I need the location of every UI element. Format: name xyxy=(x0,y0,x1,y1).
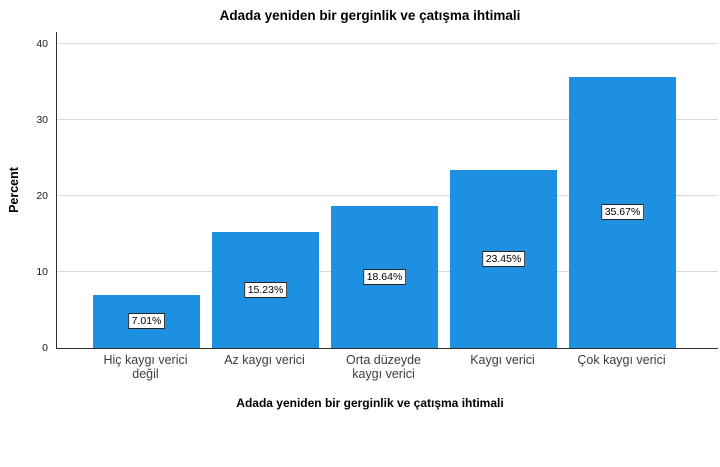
y-tick-label-0: 0 xyxy=(42,342,48,354)
category-label-3: Orta düzeyde kaygı verici xyxy=(345,353,422,381)
y-tick-label-20: 20 xyxy=(36,190,48,202)
gridline-30 xyxy=(57,119,718,120)
category-label-5: Çok kaygı verici xyxy=(577,353,666,367)
y-tick-label-40: 40 xyxy=(36,38,48,50)
bar-4: 23.45% xyxy=(450,169,557,348)
bar-value-label-1: 7.01% xyxy=(127,313,166,330)
plot-area: 7.01% 15.23% 18.64% 23.45% 35.67% xyxy=(56,32,718,349)
gridline-40 xyxy=(57,43,718,44)
x-axis-title: Adada yeniden bir gerginlik ve çatışma i… xyxy=(236,396,504,410)
bar-5: 35.67% xyxy=(569,76,676,348)
bar-value-label-2: 15.23% xyxy=(243,282,288,299)
bar-1: 7.01% xyxy=(93,294,200,348)
gridline-20 xyxy=(57,195,718,196)
category-label-1: Hiç kaygı verici değil xyxy=(103,353,188,381)
bar-3: 18.64% xyxy=(331,206,438,348)
category-label-2: Az kaygı verici xyxy=(224,353,305,367)
y-tick-label-30: 30 xyxy=(36,114,48,126)
category-label-4: Kaygı verici xyxy=(470,353,535,367)
bar-value-label-4: 23.45% xyxy=(481,250,526,267)
bar-value-label-5: 35.67% xyxy=(600,204,645,221)
chart-title: Adada yeniden bir gerginlik ve çatışma i… xyxy=(219,8,521,23)
bar-2: 15.23% xyxy=(212,232,319,348)
y-tick-label-10: 10 xyxy=(36,266,48,278)
bar-value-label-3: 18.64% xyxy=(362,269,407,286)
